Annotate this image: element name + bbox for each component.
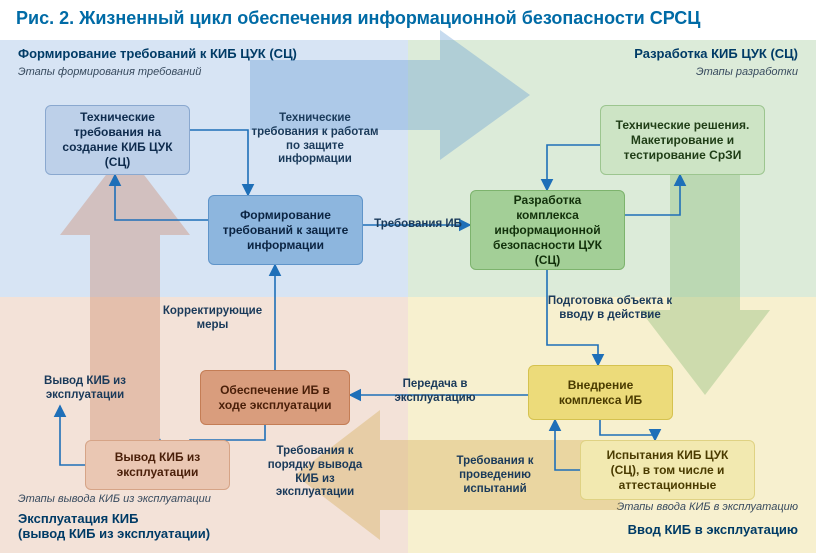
sec-sub-tl: Этапы формирования требований <box>18 66 201 78</box>
node-form_req_protect: Формирование требований к защите информа… <box>208 195 363 265</box>
node-tests: Испытания КИБ ЦУК (СЦ), в том числе и ат… <box>580 440 755 500</box>
sec-title-bl: Эксплуатация КИБ (вывод КИБ из эксплуата… <box>18 511 210 541</box>
sec-sub-bl: Этапы вывода КИБ из эксплуатации <box>18 493 211 505</box>
figure-title: Рис. 2. Жизненный цикл обеспечения инфор… <box>16 8 800 29</box>
node-implement: Внедрение комплекса ИБ <box>528 365 673 420</box>
node-decommission: Вывод КИБ из эксплуатации <box>85 440 230 490</box>
edge-label-transfer_exploit: Передача в эксплуатацию <box>375 378 495 406</box>
edge-label-corrective: Корректирующие меры <box>155 305 270 333</box>
node-dev_complex: Разработка комплекса информационной безо… <box>470 190 625 270</box>
quadrant-br <box>408 297 816 553</box>
sec-title-br: Ввод КИБ в эксплуатацию <box>628 522 798 537</box>
edge-label-req_procedure: Требования к порядку вывода КИБ из экспл… <box>255 445 375 500</box>
edge-label-req_conduct: Требования к проведению испытаний <box>440 455 550 496</box>
sec-title-tr: Разработка КИБ ЦУК (СЦ) <box>634 46 798 61</box>
edge-label-tech_req_works: Технические требования к работам по защи… <box>250 112 380 167</box>
node-tech_solutions: Технические решения. Макетирование и тес… <box>600 105 765 175</box>
sec-title-tl: Формирование требований к КИБ ЦУК (СЦ) <box>18 46 297 61</box>
sec-sub-tr: Этапы разработки <box>696 66 798 78</box>
node-tech_req_create: Технические требования на создание КИБ Ц… <box>45 105 190 175</box>
edge-label-prep_object: Подготовка объекта к вводу в действие <box>540 295 680 323</box>
edge-label-req_ib: Требования ИБ <box>373 218 463 232</box>
node-operate: Обеспечение ИБ в ходе эксплуатации <box>200 370 350 425</box>
edge-label-decom_out: Вывод КИБ из эксплуатации <box>30 375 140 403</box>
sec-sub-br: Этапы ввода КИБ в эксплуатацию <box>617 501 798 513</box>
